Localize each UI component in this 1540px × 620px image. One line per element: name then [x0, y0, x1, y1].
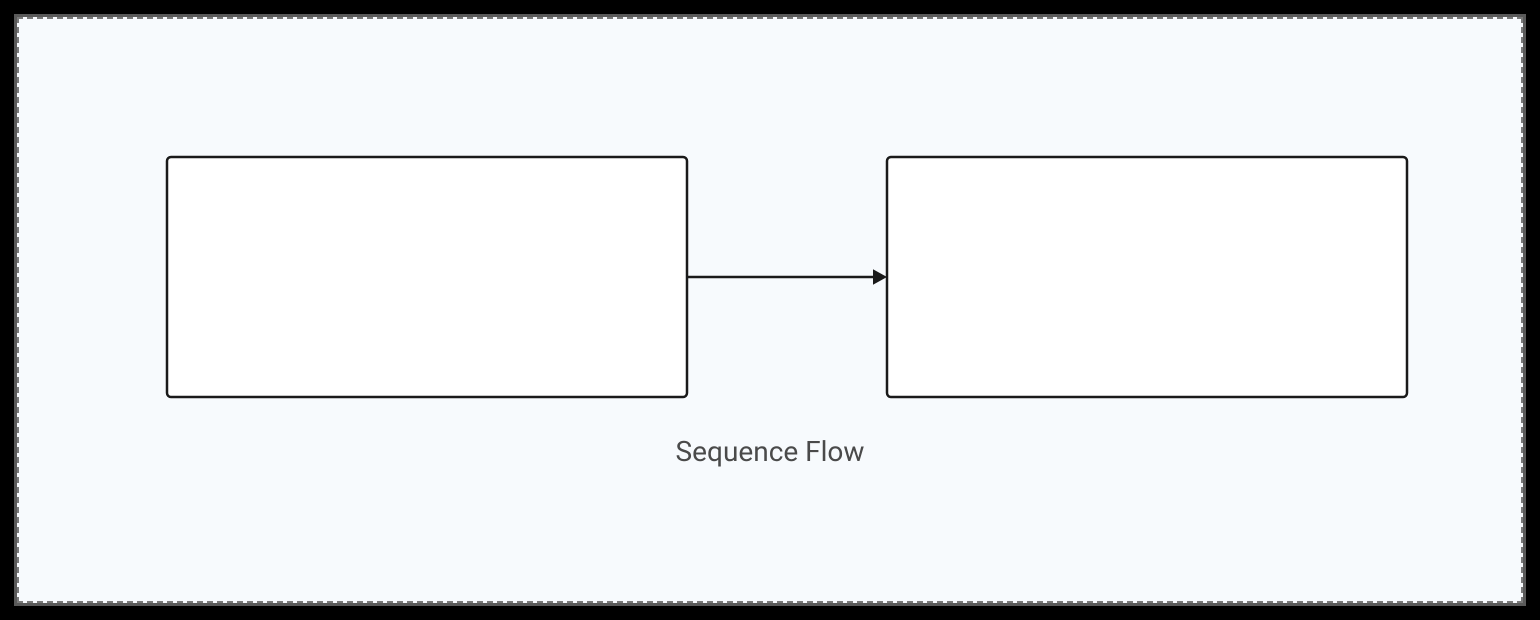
node-box-left	[167, 157, 687, 397]
arrow-head-icon	[873, 269, 887, 284]
node-box-right	[887, 157, 1407, 397]
diagram-caption: Sequence Flow	[676, 435, 865, 468]
diagram-edges	[687, 269, 887, 284]
diagram-panel: Sequence Flow	[17, 17, 1523, 603]
outer-frame: Sequence Flow	[14, 14, 1526, 606]
edge-seq-flow-arrow	[687, 269, 887, 284]
diagram-svg	[17, 17, 1523, 603]
